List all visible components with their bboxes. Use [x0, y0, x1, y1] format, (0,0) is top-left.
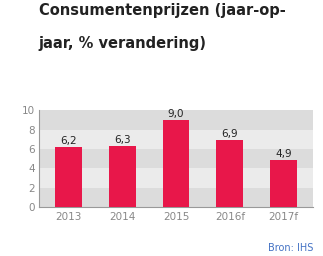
Bar — [162, 120, 190, 207]
Text: 6,2: 6,2 — [60, 136, 77, 146]
Text: Consumentenprijzen (jaar-op-: Consumentenprijzen (jaar-op- — [39, 3, 286, 18]
Text: jaar, % verandering): jaar, % verandering) — [39, 36, 207, 51]
Text: 6,9: 6,9 — [222, 129, 238, 139]
Text: 9,0: 9,0 — [168, 109, 184, 119]
Bar — [39, 110, 313, 130]
Bar — [55, 147, 82, 207]
Bar — [216, 140, 243, 207]
Bar — [270, 160, 297, 207]
Bar — [39, 168, 313, 188]
Text: 6,3: 6,3 — [114, 135, 130, 145]
Bar — [39, 149, 313, 168]
Bar — [109, 146, 136, 207]
Text: 4,9: 4,9 — [276, 148, 292, 158]
Bar — [39, 188, 313, 207]
Text: Bron: IHS: Bron: IHS — [268, 243, 313, 253]
Bar — [39, 130, 313, 149]
